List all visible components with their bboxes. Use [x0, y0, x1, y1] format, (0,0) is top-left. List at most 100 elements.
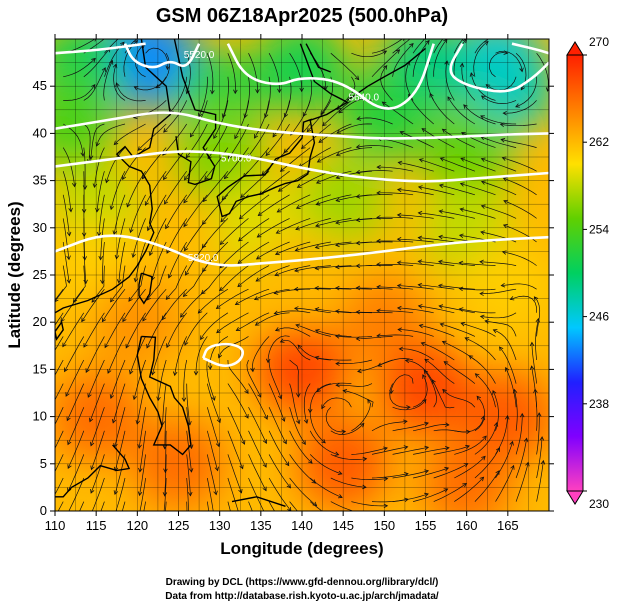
streamline-arrow — [183, 222, 188, 228]
streamline — [336, 359, 373, 364]
streamline-arrow — [151, 32, 155, 36]
streamline-arrow — [113, 466, 119, 472]
streamline — [125, 312, 146, 348]
streamline — [499, 346, 517, 384]
streamline-arrow — [509, 440, 514, 446]
streamline-arrow — [162, 175, 168, 181]
streamline-arrow — [458, 233, 464, 239]
streamline-arrow — [137, 491, 143, 497]
streamline-arrow — [499, 346, 504, 352]
streamline-arrow — [133, 86, 139, 91]
streamline — [174, 336, 188, 376]
streamline-arrow — [315, 179, 321, 184]
coastline — [305, 43, 332, 73]
streamline — [164, 407, 167, 449]
streamline-arrow — [198, 112, 203, 118]
credit-data: Data from http://database.rish.kyoto-u.a… — [165, 591, 439, 602]
streamline-arrow — [382, 50, 388, 55]
contour-line — [201, 342, 244, 368]
streamline — [289, 53, 303, 92]
streamline-arrow — [163, 128, 168, 133]
streamline — [297, 170, 331, 188]
streamline — [392, 399, 427, 411]
streamline — [468, 355, 496, 384]
streamline-arrow — [383, 503, 389, 509]
streamline-arrow — [338, 494, 343, 499]
streamline — [315, 308, 352, 314]
streamline — [357, 117, 393, 125]
streamline-arrow — [262, 486, 267, 492]
streamline-arrow — [277, 88, 282, 94]
streamline — [268, 407, 287, 444]
streamline-arrow — [480, 204, 486, 209]
streamline — [505, 367, 517, 408]
streamline-arrow — [164, 199, 169, 205]
streamline-arrow — [423, 369, 429, 375]
streamline — [413, 488, 448, 502]
streamline-arrow — [431, 379, 436, 384]
streamline — [206, 383, 221, 423]
streamline-arrow — [201, 243, 207, 249]
streamline — [503, 200, 537, 219]
x-axis-label: Longitude (degrees) — [220, 539, 383, 558]
streamline-arrow — [424, 358, 429, 364]
streamline-arrow — [461, 132, 466, 137]
streamline — [398, 329, 434, 337]
streamline-arrow — [337, 470, 343, 476]
streamline-arrow — [417, 185, 423, 190]
streamline-arrow — [338, 108, 343, 114]
streamline-arrow — [295, 226, 300, 231]
streamline — [100, 501, 105, 511]
streamline — [536, 52, 549, 92]
coastline — [138, 272, 153, 305]
streamline-arrow — [482, 435, 487, 441]
streamline — [377, 310, 414, 314]
streamline-arrow — [64, 367, 69, 373]
streamline — [330, 501, 355, 511]
streamline — [535, 318, 539, 361]
streamline — [295, 241, 331, 251]
streamline — [474, 396, 486, 432]
streamline-arrow — [314, 307, 320, 312]
streamline — [90, 407, 105, 446]
streamline-arrow — [421, 128, 427, 133]
streamline-arrow — [114, 254, 120, 260]
streamline — [392, 493, 429, 502]
streamline-arrow — [307, 408, 313, 414]
streamline-arrow — [283, 148, 288, 154]
streamline-arrow — [502, 224, 508, 229]
streamline — [186, 430, 192, 472]
streamline — [280, 339, 311, 361]
streamline — [83, 147, 86, 189]
streamline — [198, 288, 229, 314]
streamline — [317, 147, 352, 163]
streamline — [481, 181, 517, 196]
streamline — [433, 39, 448, 77]
streamline — [392, 43, 414, 77]
streamline — [236, 312, 270, 331]
streamline — [67, 407, 85, 445]
streamline — [454, 456, 486, 479]
streamline-arrow — [300, 144, 306, 150]
streamline-arrow — [101, 317, 107, 323]
streamline-arrow — [441, 128, 447, 134]
streamline — [149, 218, 167, 256]
streamline-arrow — [355, 194, 361, 199]
streamline-arrow — [262, 439, 268, 444]
streamline — [356, 194, 393, 198]
contour-line — [55, 150, 549, 183]
streamline — [351, 50, 387, 58]
streamline — [536, 460, 544, 502]
streamline — [55, 336, 64, 351]
colorbar-bar — [566, 54, 584, 492]
contour-line — [55, 42, 146, 55]
streamline — [500, 123, 537, 127]
streamline-arrow — [172, 371, 178, 377]
y-axis-label: Latitude (degrees) — [5, 201, 24, 348]
streamline-arrow — [480, 180, 486, 185]
streamline — [57, 501, 64, 511]
y-tick-label: 25 — [33, 267, 47, 282]
streamline-arrow — [335, 197, 341, 203]
streamline — [480, 115, 517, 125]
streamline — [139, 430, 146, 472]
